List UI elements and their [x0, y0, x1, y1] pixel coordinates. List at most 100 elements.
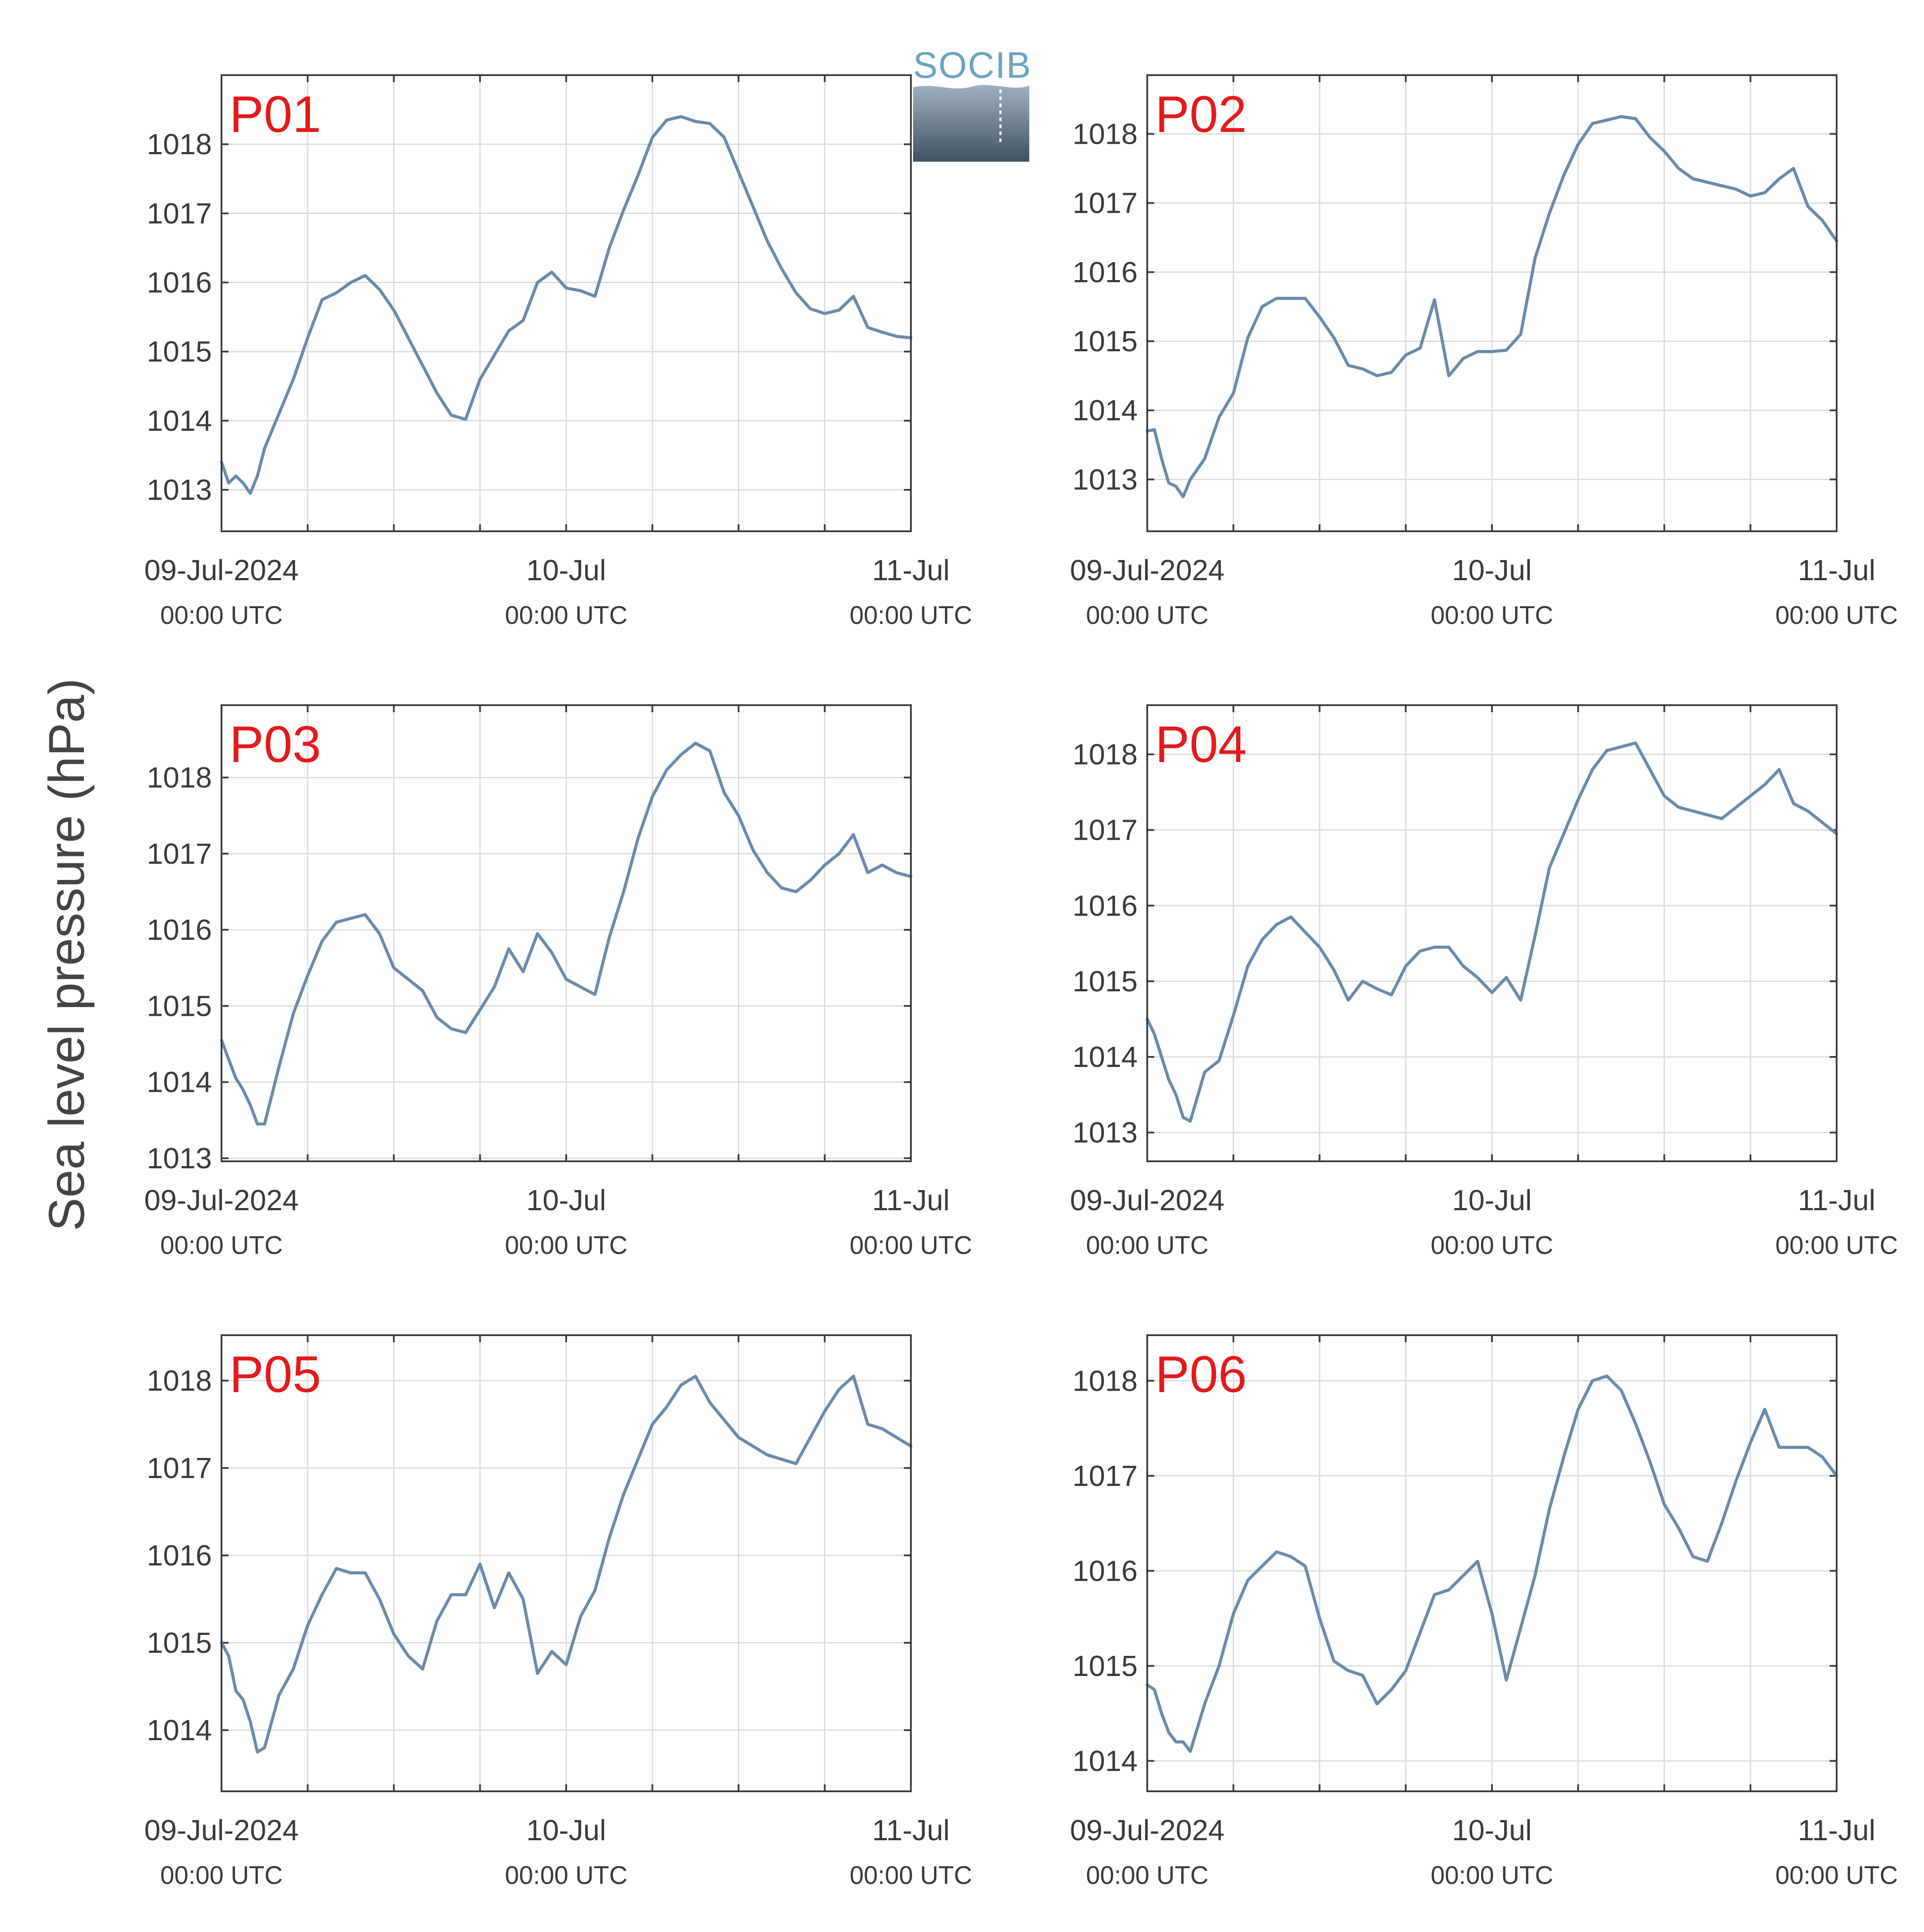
x-tick-sublabel: 00:00 UTC: [160, 1231, 283, 1260]
y-tick-label: 1014: [147, 1066, 212, 1099]
x-tick-sublabel: 00:00 UTC: [1086, 601, 1208, 630]
y-tick-label: 1017: [147, 838, 212, 870]
chart-panel-p02: 1013 1014 1015 1016 1017 1018 09-Jul-2024 00:00…: [1070, 74, 1898, 630]
y-tick-label: 1017: [1073, 187, 1138, 220]
plot-frame: [1146, 74, 1837, 532]
panel-title: P03: [229, 716, 321, 773]
y-tick-label: 1014: [1073, 394, 1138, 427]
x-tick-label: 10-Jul: [1452, 1814, 1532, 1847]
logo-text: SOCIB: [913, 45, 1031, 86]
series-line-p02: [1145, 115, 1838, 499]
y-tick-label: 1013: [1073, 463, 1138, 496]
x-tick-sublabel: 00:00 UTC: [505, 1861, 627, 1890]
x-tick-label: 11-Jul: [872, 1814, 950, 1847]
x-tick-sublabel: 00:00 UTC: [1086, 1861, 1208, 1890]
y-tick-label: 1015: [1073, 325, 1138, 358]
y-tick-label: 1013: [1073, 1116, 1138, 1149]
x-tick-sublabel: 00:00 UTC: [1775, 1861, 1898, 1890]
x-tick-label: 09-Jul-2024: [1070, 1184, 1225, 1217]
y-tick-label: 1014: [1073, 1745, 1138, 1777]
x-tick-label: 10-Jul: [526, 1184, 606, 1217]
y-tick-label: 1015: [1073, 965, 1138, 998]
x-tick-sublabel: 00:00 UTC: [850, 1861, 972, 1890]
x-tick-sublabel: 00:00 UTC: [850, 1231, 972, 1260]
chart-panel-p05: 1014 1015 1016 1017 1018 09-Jul-2024 00:00 UTC…: [144, 1334, 972, 1890]
y-tick-label: 1013: [147, 1142, 212, 1175]
socib-logo: SOCIB: [913, 45, 1031, 162]
y-tick-label: 1018: [1073, 1364, 1138, 1397]
chart-panel-p04: 1013 1014 1015 1016 1017 1018 09-Jul-2024 00:00…: [1070, 704, 1898, 1260]
y-tick-label: 1018: [147, 1364, 212, 1397]
plot-frame: [221, 1334, 912, 1792]
x-tick-label: 10-Jul: [1452, 1184, 1532, 1217]
x-tick-sublabel: 00:00 UTC: [1086, 1231, 1208, 1260]
y-tick-label: 1018: [147, 128, 212, 161]
x-tick-label: 09-Jul-2024: [1070, 554, 1225, 587]
logo-wave: [913, 85, 1029, 162]
plot-frame: [1146, 1334, 1837, 1792]
y-tick-label: 1017: [147, 1452, 212, 1485]
y-tick-label: 1016: [1073, 1555, 1138, 1587]
chart-panel-p03: 1013 1014 1015 1016 1017 1018 09-Jul-2024 00:00…: [144, 704, 972, 1260]
x-tick-sublabel: 00:00 UTC: [1775, 1231, 1898, 1260]
series-line-p04: [1145, 741, 1838, 1123]
chart-panel-p01: 1013 1014 1015 1016 1017 1018 09-Jul-2024 00:00…: [144, 74, 972, 630]
y-tick-label: 1015: [147, 336, 212, 368]
x-tick-label: 09-Jul-2024: [144, 1814, 299, 1847]
y-tick-label: 1014: [1073, 1041, 1138, 1073]
panel-title: P04: [1155, 716, 1247, 773]
series-line-p06: [1145, 1375, 1838, 1753]
y-axis-label: Sea level pressure (hPa): [39, 678, 95, 1231]
y-tick-label: 1016: [147, 267, 212, 299]
x-tick-sublabel: 00:00 UTC: [160, 1861, 283, 1890]
chart-panels: 1013 1014 1015 1016 1017 1018 09-Jul-2024 00:00…: [144, 74, 1898, 1890]
x-tick-sublabel: 00:00 UTC: [505, 1231, 627, 1260]
y-tick-label: 1015: [1073, 1650, 1138, 1683]
x-tick-label: 11-Jul: [872, 1184, 950, 1217]
y-tick-label: 1015: [147, 990, 212, 1022]
y-tick-label: 1018: [1073, 118, 1138, 150]
series-line-p05: [220, 1375, 913, 1754]
y-tick-label: 1014: [147, 1714, 212, 1747]
x-tick-label: 09-Jul-2024: [1070, 1814, 1225, 1847]
x-tick-label: 10-Jul: [526, 554, 606, 587]
panel-title: P06: [1155, 1346, 1247, 1403]
chart-panel-p06: 1014 1015 1016 1017 1018 09-Jul-2024 00:00 UTC…: [1070, 1334, 1898, 1890]
y-tick-label: 1017: [1073, 1460, 1138, 1492]
x-tick-label: 09-Jul-2024: [144, 1184, 299, 1217]
panel-title: P01: [229, 86, 321, 143]
x-tick-sublabel: 00:00 UTC: [505, 601, 627, 630]
y-tick-label: 1016: [1073, 256, 1138, 289]
series-line-p01: [220, 115, 913, 495]
x-tick-label: 10-Jul: [1452, 554, 1532, 587]
x-tick-sublabel: 00:00 UTC: [1431, 1231, 1553, 1260]
plot-frame: [221, 74, 912, 532]
x-tick-sublabel: 00:00 UTC: [1775, 601, 1898, 630]
y-tick-label: 1016: [1073, 890, 1138, 922]
plot-frame: [221, 704, 912, 1162]
x-tick-sublabel: 00:00 UTC: [1431, 601, 1553, 630]
x-tick-sublabel: 00:00 UTC: [1431, 1861, 1553, 1890]
y-tick-label: 1017: [1073, 814, 1138, 847]
panel-title: P05: [229, 1346, 321, 1403]
x-tick-label: 11-Jul: [1798, 1184, 1876, 1217]
x-tick-label: 09-Jul-2024: [144, 554, 299, 587]
series-line-p03: [220, 741, 913, 1126]
y-tick-label: 1013: [147, 474, 212, 506]
y-tick-label: 1017: [147, 197, 212, 230]
y-tick-label: 1018: [1073, 738, 1138, 771]
x-tick-label: 10-Jul: [526, 1814, 606, 1847]
x-tick-label: 11-Jul: [1798, 554, 1876, 587]
x-tick-sublabel: 00:00 UTC: [850, 601, 972, 630]
plot-frame: [1146, 704, 1837, 1162]
y-tick-label: 1015: [147, 1627, 212, 1659]
y-tick-label: 1016: [147, 914, 212, 946]
x-tick-label: 11-Jul: [872, 554, 950, 587]
x-tick-sublabel: 00:00 UTC: [160, 601, 283, 630]
y-tick-label: 1016: [147, 1539, 212, 1572]
panel-title: P02: [1155, 86, 1247, 143]
y-tick-label: 1018: [147, 762, 212, 794]
y-tick-label: 1014: [147, 405, 212, 437]
x-tick-label: 11-Jul: [1798, 1814, 1876, 1847]
